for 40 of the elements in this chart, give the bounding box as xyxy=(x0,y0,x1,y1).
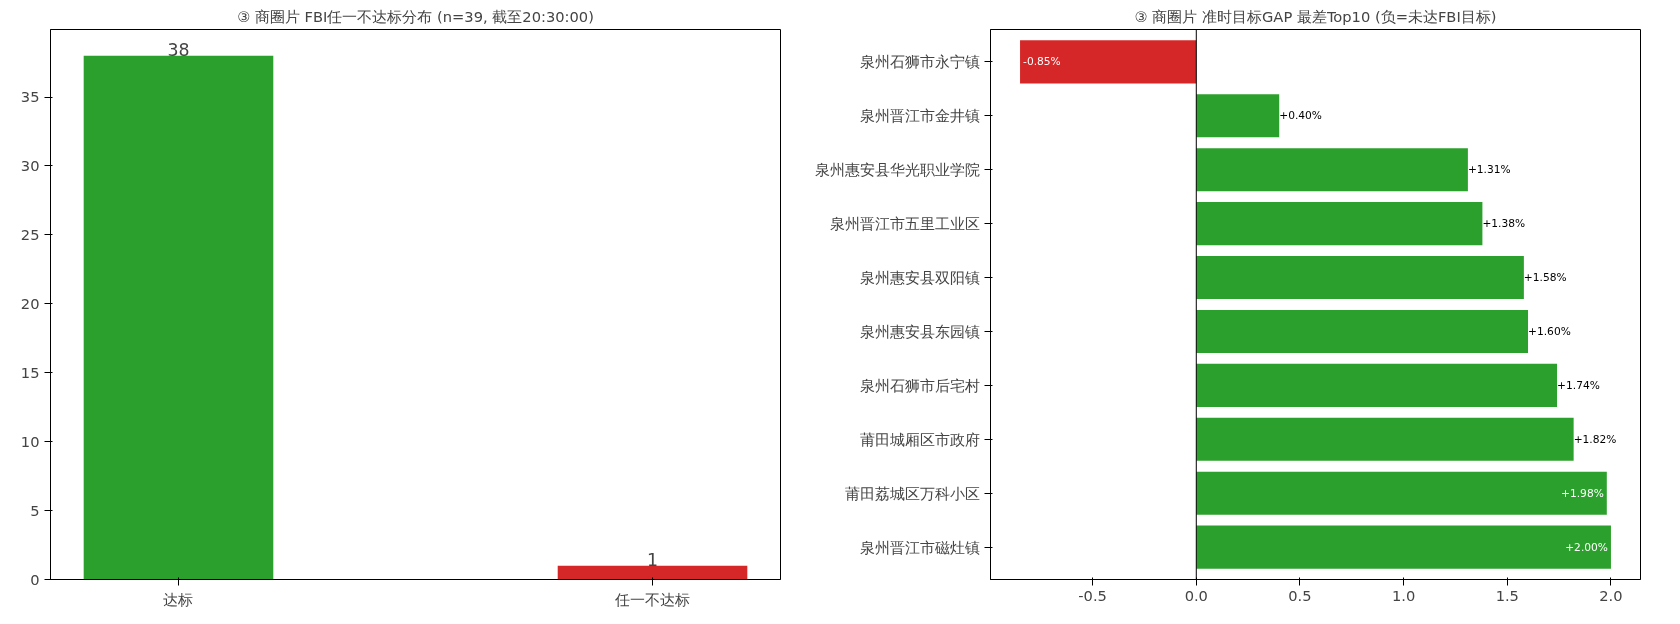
data-label: +1.60% xyxy=(1528,324,1571,338)
data-label: 38 xyxy=(167,39,190,60)
data-label: +0.40% xyxy=(1279,109,1322,123)
x-tick-label: -0.5 xyxy=(1078,586,1107,604)
data-label: +1.31% xyxy=(1467,163,1511,177)
y-tick-label: 泉州惠安县双阳镇 xyxy=(859,269,980,287)
x-tick-label: 2.0 xyxy=(1599,586,1623,604)
data-label: +1.82% xyxy=(1573,432,1617,446)
y-tick-label: 莆田荔城区万科小区 xyxy=(844,484,980,502)
y-tick-label: 泉州惠安县华光职业学院 xyxy=(814,161,980,179)
data-label: 1 xyxy=(647,549,659,570)
x-tick-label: 任一不达标 xyxy=(614,590,691,608)
y-tick-label: 泉州惠安县东园镇 xyxy=(859,322,980,340)
y-tick-label: 泉州晋江市金井镇 xyxy=(859,107,980,125)
x-tick-label: 达标 xyxy=(163,590,194,608)
y-tick-label: 莆田城厢区市政府 xyxy=(859,430,980,448)
x-tick-label: 0.5 xyxy=(1288,586,1312,604)
y-tick-label: 5 xyxy=(30,501,40,519)
y-tick-label: 25 xyxy=(20,225,40,243)
x-tick-label: 1.0 xyxy=(1391,586,1416,604)
x-tick-label: 0.0 xyxy=(1184,586,1208,604)
data-label: +1.58% xyxy=(1523,271,1567,285)
y-tick-label: 泉州石狮市永宁镇 xyxy=(859,53,980,71)
y-tick-label: 泉州石狮市后宅村 xyxy=(859,376,980,394)
y-tick-label: 0 xyxy=(30,570,40,588)
data-label: -0.85% xyxy=(1023,55,1061,69)
x-tick-label: 1.5 xyxy=(1495,586,1519,604)
data-label: +1.98% xyxy=(1561,486,1604,500)
y-tick-label: 15 xyxy=(20,363,40,381)
y-tick-label: 35 xyxy=(20,88,40,106)
y-tick-label: 30 xyxy=(20,156,40,174)
chart-title: ③ 商圈片 准时目标GAP 最差Top10 (负=未达FBI目标) xyxy=(1134,7,1497,25)
data-label: +1.74% xyxy=(1557,378,1600,392)
y-tick-label: 10 xyxy=(20,432,40,450)
data-label: +1.38% xyxy=(1482,217,1526,231)
y-tick-label: 泉州晋江市磁灶镇 xyxy=(859,538,980,556)
y-tick-label: 20 xyxy=(20,294,40,312)
data-label: +2.00% xyxy=(1565,540,1608,554)
chart-title: ③ 商圈片 FBI任一不达标分布 (n=39, 截至20:30:00) xyxy=(237,7,594,25)
y-tick-label: 泉州晋江市五里工业区 xyxy=(829,215,980,233)
